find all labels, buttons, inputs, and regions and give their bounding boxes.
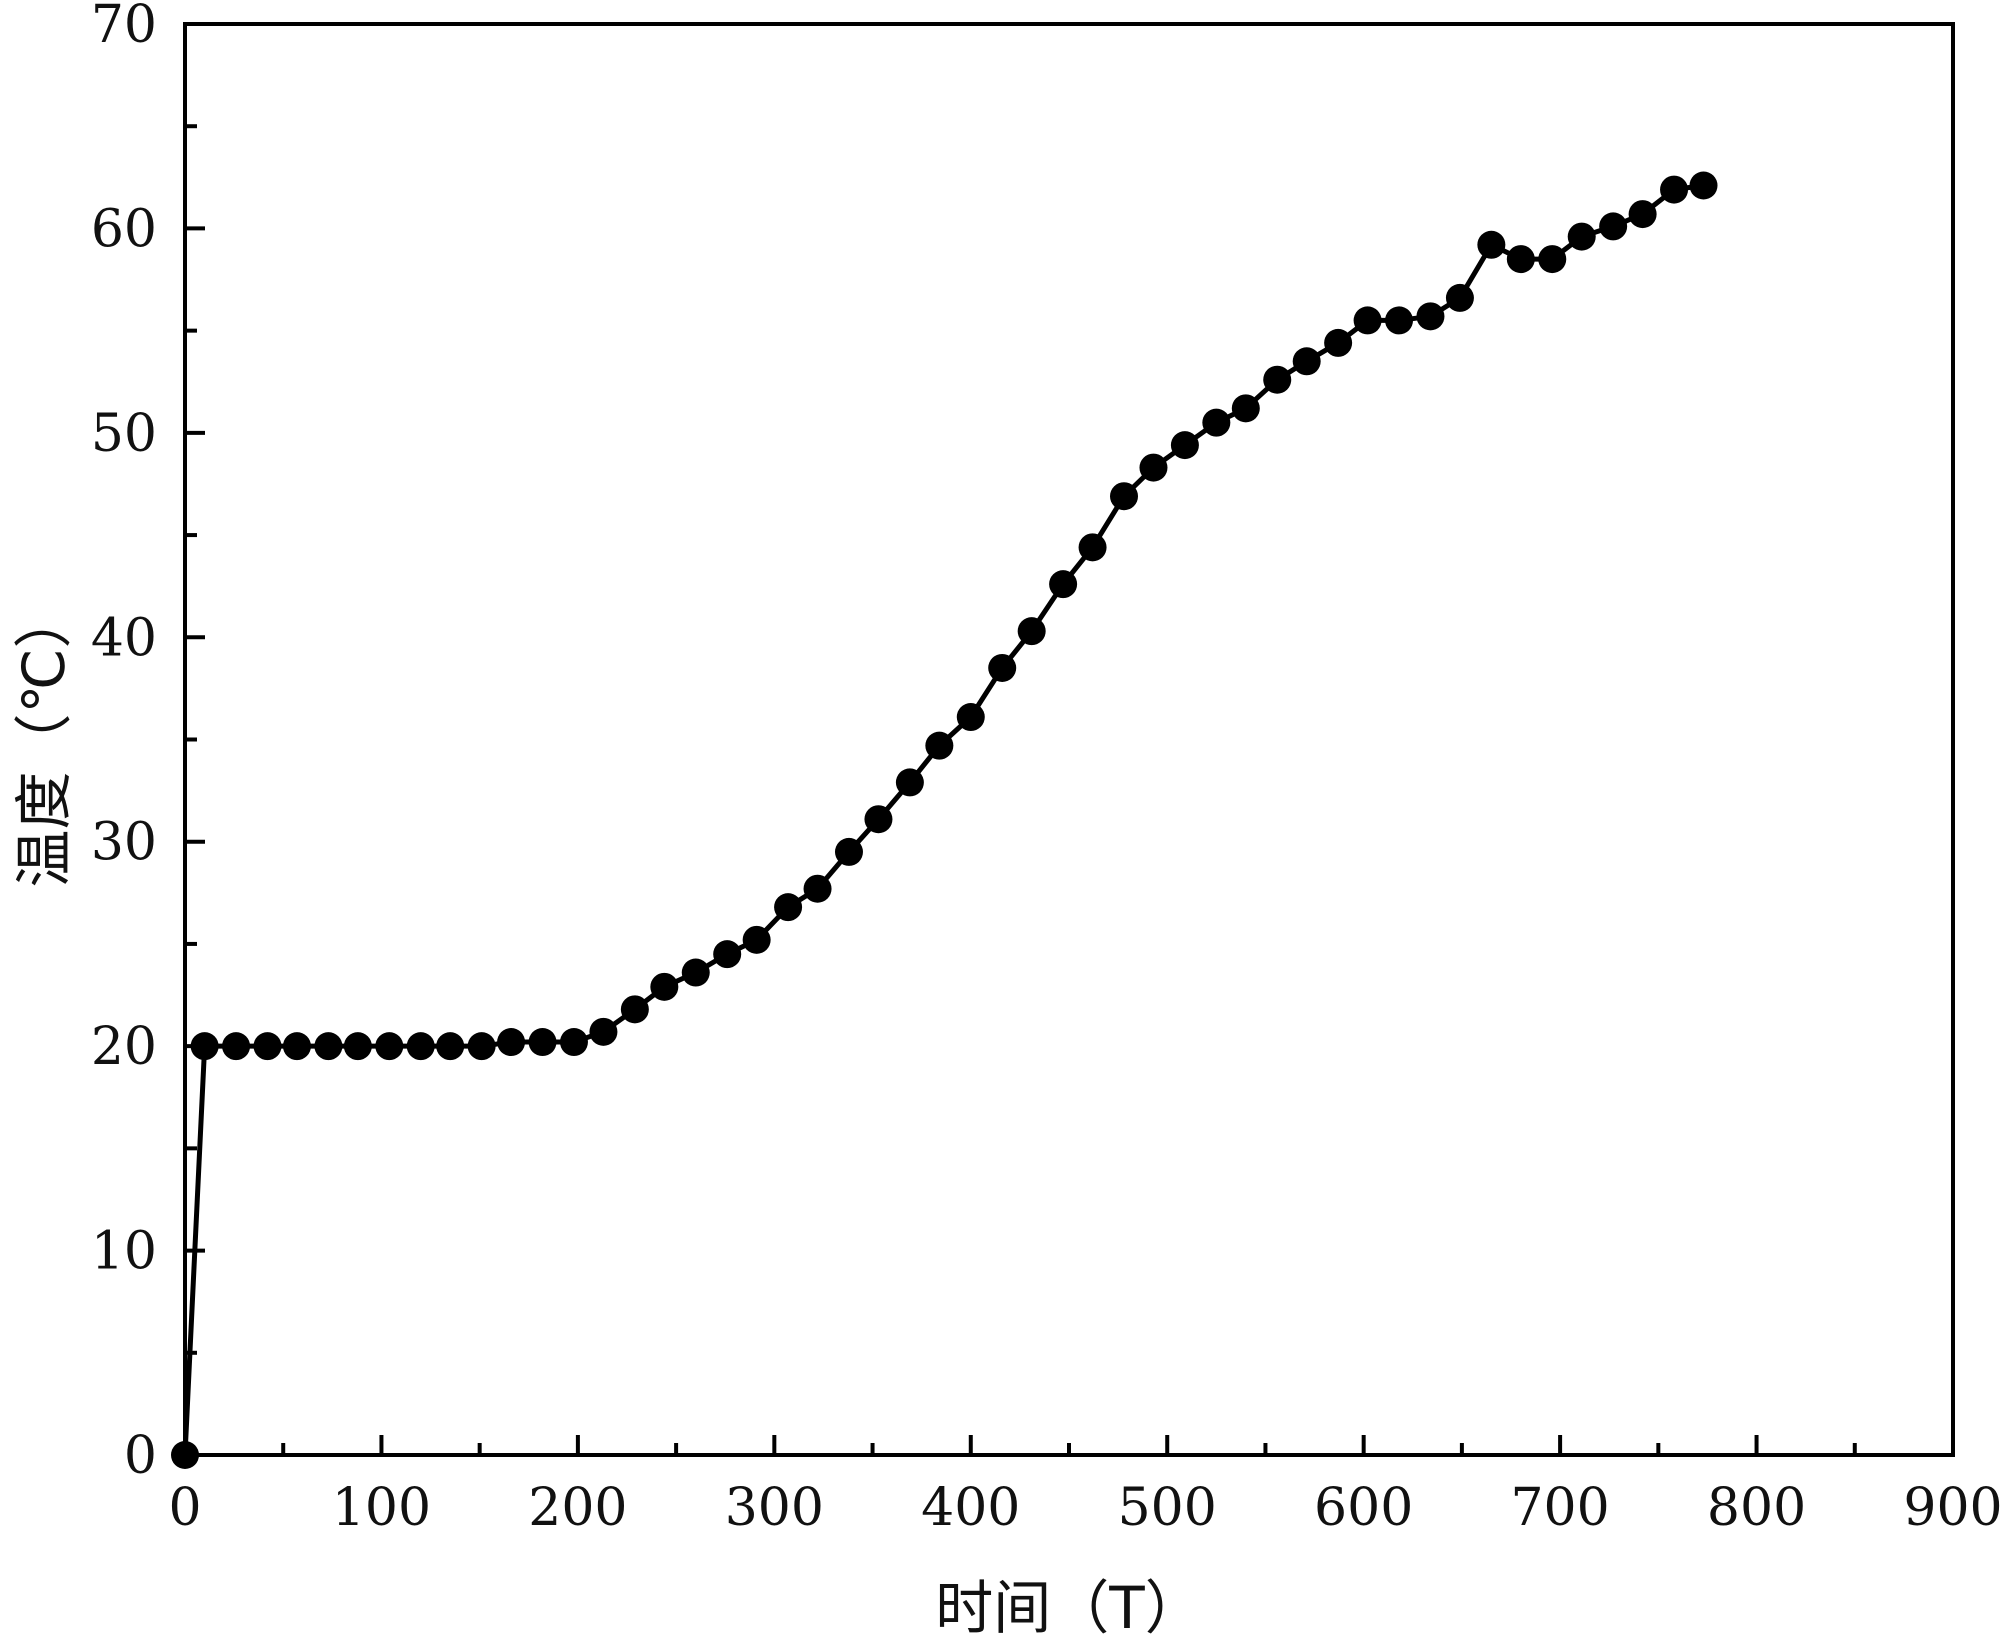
x-tick-label: 800 (1707, 1478, 1806, 1538)
data-point (528, 1028, 557, 1057)
y-tick-label: 70 (91, 0, 157, 55)
data-point (620, 995, 649, 1024)
y-tick-label: 60 (91, 199, 157, 259)
data-point (895, 768, 924, 797)
x-tick-label: 900 (1903, 1478, 2000, 1538)
data-point (1445, 283, 1474, 312)
data-point (864, 805, 893, 834)
data-point (1567, 222, 1596, 251)
data-point (190, 1032, 219, 1061)
data-point (774, 893, 803, 922)
y-axis-title: 温度（℃） (10, 590, 78, 887)
x-axis-title: 时间（T） (935, 1574, 1202, 1639)
data-point (282, 1032, 311, 1061)
data-point (1506, 245, 1535, 274)
data-point (1170, 431, 1199, 460)
data-point (314, 1032, 343, 1061)
x-tick-label: 200 (528, 1478, 627, 1538)
data-point (1231, 394, 1260, 423)
data-point (650, 972, 679, 1001)
y-tick-label: 20 (91, 1017, 157, 1077)
data-point (406, 1032, 435, 1061)
y-tick-label: 40 (91, 608, 157, 668)
data-point (253, 1032, 282, 1061)
data-point (589, 1017, 618, 1046)
data-point (1416, 302, 1445, 331)
data-point (436, 1032, 465, 1061)
x-tick-label: 100 (332, 1478, 431, 1538)
data-point (375, 1032, 404, 1061)
data-point (834, 837, 863, 866)
y-tick-label: 50 (91, 404, 157, 464)
y-tick-label: 10 (91, 1222, 157, 1282)
data-point (1599, 212, 1628, 241)
data-point (681, 958, 710, 987)
data-point (1660, 175, 1689, 204)
x-tick-label: 600 (1314, 1478, 1413, 1538)
data-point (1292, 347, 1321, 376)
data-point (1110, 482, 1139, 511)
data-point (1263, 365, 1292, 394)
data-point (713, 940, 742, 969)
data-point (1353, 306, 1382, 335)
data-point (1538, 245, 1567, 274)
x-tick-label: 300 (725, 1478, 824, 1538)
data-point (988, 653, 1017, 682)
data-point (1324, 328, 1353, 357)
y-tick-label: 0 (124, 1426, 157, 1486)
plot-frame (183, 22, 1955, 1457)
data-point (497, 1028, 526, 1057)
data-point (956, 703, 985, 732)
x-tick-label: 500 (1118, 1478, 1217, 1538)
y-axis-tick-labels: 0 10 20 30 40 50 60 70 (91, 0, 157, 1486)
data-point (467, 1032, 496, 1061)
data-point (742, 925, 771, 954)
data-point (1017, 617, 1046, 646)
data-point (1202, 408, 1231, 437)
y-tick-label: 30 (91, 813, 157, 873)
x-tick-label: 400 (921, 1478, 1020, 1538)
data-point (1477, 230, 1506, 259)
data-point (343, 1032, 372, 1061)
x-tick-label: 700 (1510, 1478, 1609, 1538)
series-points (171, 171, 1718, 1469)
data-point (559, 1028, 588, 1057)
y-axis-ticks (185, 22, 205, 1457)
data-point (1628, 200, 1657, 229)
x-tick-label: 0 (168, 1478, 201, 1538)
data-point (222, 1032, 251, 1061)
data-point (803, 874, 832, 903)
data-point (1689, 171, 1718, 200)
data-point (925, 731, 954, 760)
x-axis-tick-labels: 0 100 200 300 400 500 600 700 800 900 (168, 1478, 2000, 1538)
series-line (182, 183, 1704, 1456)
data-point (1078, 533, 1107, 562)
data-point (171, 1441, 199, 1469)
data-point (1139, 453, 1168, 482)
data-point (1385, 306, 1414, 335)
data-point (1049, 570, 1078, 599)
x-axis-ticks (183, 1435, 1955, 1455)
